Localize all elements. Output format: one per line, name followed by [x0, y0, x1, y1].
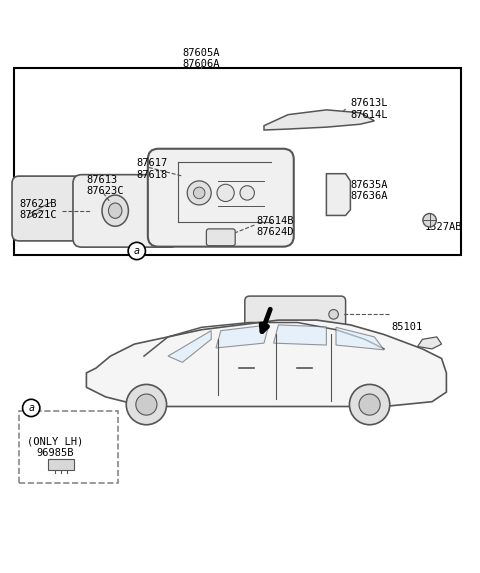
Bar	[14, 68, 461, 256]
Polygon shape	[48, 460, 74, 470]
Text: a: a	[28, 403, 34, 413]
Circle shape	[23, 399, 40, 417]
Text: 87605A
87606A: 87605A 87606A	[183, 48, 220, 69]
Circle shape	[187, 181, 211, 205]
Polygon shape	[274, 325, 326, 345]
Text: 87613L
87614L: 87613L 87614L	[350, 98, 388, 120]
Polygon shape	[264, 110, 374, 130]
Polygon shape	[418, 337, 442, 349]
Text: 87613
87623C: 87613 87623C	[86, 175, 124, 197]
FancyBboxPatch shape	[245, 296, 346, 332]
Polygon shape	[216, 325, 269, 348]
Text: 1327AB: 1327AB	[425, 222, 462, 231]
Circle shape	[240, 186, 254, 200]
Circle shape	[217, 185, 234, 202]
FancyBboxPatch shape	[12, 176, 94, 241]
Text: a: a	[134, 246, 140, 256]
Polygon shape	[336, 327, 384, 350]
Circle shape	[329, 309, 338, 319]
Circle shape	[423, 214, 436, 227]
Circle shape	[136, 394, 157, 415]
Text: 87614B
87624D: 87614B 87624D	[257, 215, 294, 237]
Circle shape	[359, 394, 380, 415]
Circle shape	[128, 242, 145, 260]
Circle shape	[349, 384, 390, 425]
Text: (ONLY LH)
96985B: (ONLY LH) 96985B	[27, 437, 84, 458]
Text: 87617
87618: 87617 87618	[137, 158, 168, 180]
Polygon shape	[168, 331, 211, 362]
FancyBboxPatch shape	[73, 175, 179, 247]
Circle shape	[126, 384, 167, 425]
Text: 87635A
87636A: 87635A 87636A	[350, 180, 388, 201]
FancyBboxPatch shape	[206, 229, 235, 246]
Polygon shape	[326, 174, 350, 215]
Bar	[19, 411, 118, 483]
FancyBboxPatch shape	[148, 149, 294, 246]
Ellipse shape	[108, 203, 122, 218]
Text: 87621B
87621C: 87621B 87621C	[19, 199, 57, 221]
Polygon shape	[86, 320, 446, 406]
Circle shape	[193, 187, 205, 199]
Text: 85101: 85101	[391, 322, 422, 332]
Ellipse shape	[102, 195, 128, 226]
